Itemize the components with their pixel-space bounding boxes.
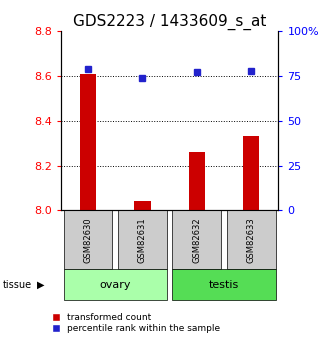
Bar — [243, 137, 259, 210]
Bar — [63, 269, 167, 300]
Bar — [189, 152, 205, 210]
Bar — [227, 210, 276, 269]
Legend: transformed count, percentile rank within the sample: transformed count, percentile rank withi… — [43, 309, 224, 337]
Bar — [172, 210, 221, 269]
Bar — [172, 269, 276, 300]
Bar — [118, 210, 167, 269]
Bar — [80, 74, 96, 210]
Text: ▶: ▶ — [37, 280, 44, 289]
Text: GSM82630: GSM82630 — [84, 217, 92, 263]
Title: GDS2223 / 1433609_s_at: GDS2223 / 1433609_s_at — [73, 13, 266, 30]
Text: testis: testis — [209, 280, 239, 289]
Bar — [63, 210, 113, 269]
Text: GSM82633: GSM82633 — [247, 217, 256, 263]
Text: tissue: tissue — [3, 280, 32, 289]
Text: ovary: ovary — [100, 280, 131, 289]
Bar — [134, 201, 150, 210]
Text: GSM82632: GSM82632 — [192, 217, 201, 263]
Text: GSM82631: GSM82631 — [138, 217, 147, 263]
